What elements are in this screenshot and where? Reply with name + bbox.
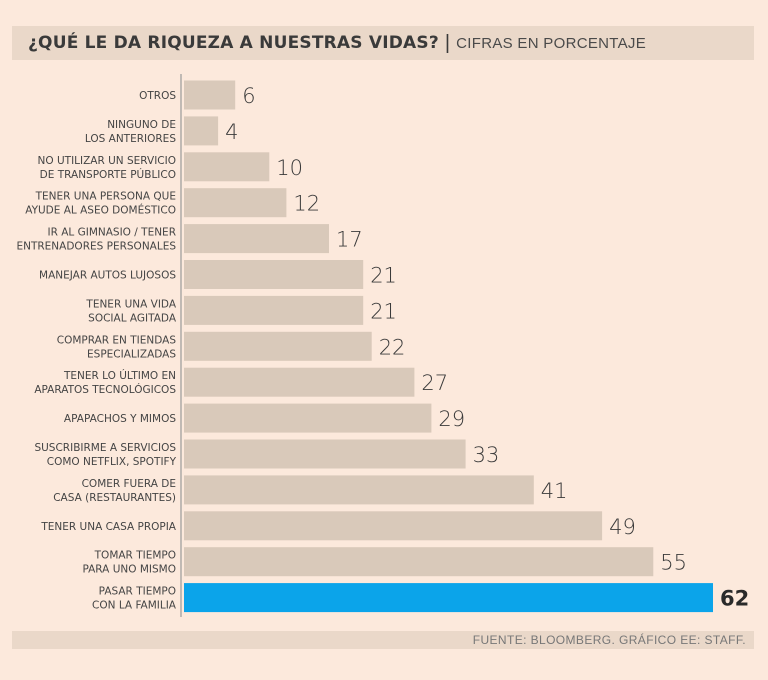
bar: [184, 80, 236, 110]
value-label: 29: [438, 407, 465, 431]
bar: [184, 188, 287, 218]
bar: [184, 511, 603, 541]
bar: [184, 295, 364, 325]
bar: [184, 116, 219, 146]
title-bar: ¿QUÉ LE DA RIQUEZA A NUESTRAS VIDAS? | C…: [12, 26, 754, 60]
bar: [184, 367, 415, 397]
bar: [184, 260, 364, 289]
value-label: 62: [720, 587, 749, 611]
value-label: 21: [370, 299, 397, 323]
value-label: 10: [276, 156, 303, 180]
category-label: APAPACHOS Y MIMOS: [64, 413, 176, 425]
value-label: 22: [379, 335, 406, 359]
chart-subtitle: CIFRAS EN PORCENTAJE: [456, 34, 647, 52]
value-label: 27: [421, 371, 448, 395]
category-label: PASAR TIEMPO CON LA FAMILIA: [92, 586, 177, 612]
value-label: 33: [473, 443, 500, 467]
category-label: OTROS: [139, 90, 176, 102]
category-label: COMPRAR EN TIENDAS ESPECIALIZADAS: [57, 334, 177, 360]
source-note: FUENTE: BLOOMBERG. GRÁFICO EE: STAFF.: [472, 633, 746, 647]
category-label: TENER UNA PERSONA QUE AYUDE AL ASEO DOMÉS…: [25, 191, 176, 217]
category-label: NINGUNO DE LOS ANTERIORES: [85, 119, 176, 145]
bar: [184, 475, 534, 505]
value-label: 17: [336, 228, 363, 252]
value-label: 41: [541, 479, 568, 503]
value-label: 21: [370, 264, 397, 288]
category-label: SUSCRIBIRME A SERVICIOS COMO NETFLIX, SPO…: [34, 442, 176, 468]
chart-title: ¿QUÉ LE DA RIQUEZA A NUESTRAS VIDAS?: [28, 33, 439, 53]
value-label: 12: [293, 192, 320, 216]
value-label: 6: [242, 84, 255, 108]
category-label: IR AL GIMNASIO / TENER ENTRENADORES PERSO…: [16, 227, 176, 253]
bar: [184, 152, 270, 182]
bar: [184, 331, 372, 361]
bar: [184, 583, 713, 613]
bar: [184, 403, 432, 433]
category-label: TOMAR TIEMPO PARA UNO MISMO: [82, 550, 176, 576]
bar: [184, 547, 654, 577]
bar: [184, 439, 466, 469]
footer-bar: FUENTE: BLOOMBERG. GRÁFICO EE: STAFF.: [12, 631, 754, 649]
category-label: TENER UNA VIDA SOCIAL AGITADA: [85, 298, 176, 324]
category-label: NO UTILIZAR UN SERVICIO DE TRANSPORTE PÚB…: [38, 155, 176, 181]
category-label: TENER UNA CASA PROPIA: [40, 521, 176, 533]
value-label: 55: [660, 551, 687, 575]
value-label: 4: [225, 120, 238, 144]
bar: [184, 224, 329, 254]
value-label: 49: [609, 515, 636, 539]
category-label: TENER LO ÚLTIMO EN APARATOS TECNOLÓGICOS: [34, 369, 176, 396]
category-label: COMER FUERA DE CASA (RESTAURANTES): [53, 478, 176, 504]
title-separator: |: [444, 31, 451, 54]
category-label: MANEJAR AUTOS LUJOSOS: [39, 270, 176, 282]
